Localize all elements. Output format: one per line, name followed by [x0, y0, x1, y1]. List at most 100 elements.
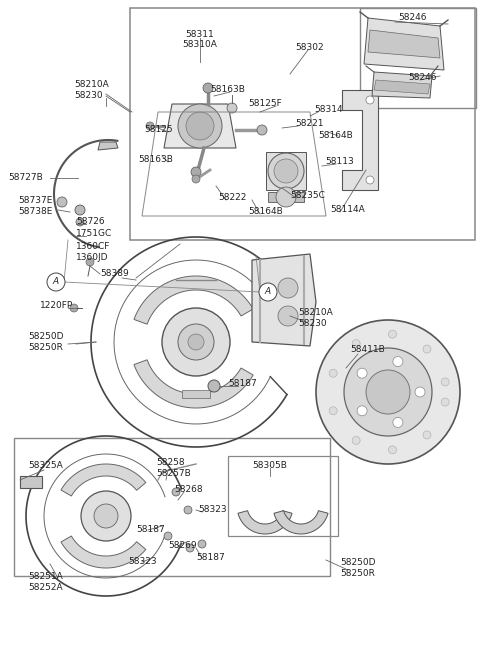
- Circle shape: [441, 378, 449, 386]
- Text: 1220FP: 1220FP: [40, 300, 73, 310]
- Circle shape: [86, 258, 94, 266]
- Circle shape: [366, 96, 374, 104]
- Polygon shape: [372, 72, 432, 98]
- Text: 58235C: 58235C: [290, 191, 325, 201]
- Text: 58164B: 58164B: [248, 207, 283, 217]
- Bar: [360, 8, 476, 108]
- Circle shape: [344, 348, 432, 436]
- Polygon shape: [364, 18, 444, 70]
- Circle shape: [227, 103, 237, 113]
- Polygon shape: [238, 510, 292, 534]
- Circle shape: [441, 398, 449, 406]
- Text: 58125: 58125: [144, 126, 173, 134]
- Bar: [20, 476, 42, 488]
- Text: 58114A: 58114A: [330, 205, 365, 215]
- Circle shape: [47, 273, 65, 291]
- Circle shape: [76, 218, 84, 226]
- Circle shape: [316, 320, 460, 464]
- Polygon shape: [61, 464, 146, 496]
- Circle shape: [162, 308, 230, 376]
- Text: 58187: 58187: [228, 379, 257, 389]
- Circle shape: [191, 167, 201, 177]
- Polygon shape: [164, 104, 236, 148]
- Polygon shape: [252, 254, 316, 346]
- Text: 58250D
58250R: 58250D 58250R: [28, 332, 63, 352]
- Polygon shape: [268, 192, 304, 202]
- Circle shape: [278, 306, 298, 326]
- Circle shape: [278, 278, 298, 298]
- Circle shape: [388, 330, 396, 338]
- Text: 58302: 58302: [295, 43, 324, 52]
- Circle shape: [423, 431, 431, 439]
- Text: 58727B: 58727B: [8, 173, 43, 183]
- Text: 58221: 58221: [295, 120, 324, 128]
- Text: 58113: 58113: [325, 157, 354, 167]
- Circle shape: [186, 544, 194, 552]
- Text: 58163B: 58163B: [210, 86, 245, 94]
- Circle shape: [352, 436, 360, 444]
- Circle shape: [186, 112, 214, 140]
- Text: 58187: 58187: [196, 553, 225, 563]
- Bar: [182, 390, 210, 398]
- Text: 58305B: 58305B: [252, 462, 288, 470]
- Circle shape: [178, 104, 222, 148]
- Circle shape: [276, 187, 296, 207]
- Polygon shape: [266, 152, 306, 190]
- Circle shape: [203, 83, 213, 93]
- Circle shape: [94, 504, 118, 528]
- Circle shape: [274, 159, 298, 183]
- Circle shape: [75, 205, 85, 215]
- Circle shape: [352, 340, 360, 347]
- Text: A: A: [265, 288, 271, 296]
- Polygon shape: [342, 90, 378, 190]
- Text: 58325A: 58325A: [28, 462, 63, 470]
- Text: 58210A
58230: 58210A 58230: [74, 80, 109, 100]
- Polygon shape: [274, 510, 328, 534]
- Polygon shape: [134, 276, 253, 324]
- Circle shape: [259, 283, 277, 301]
- Circle shape: [172, 488, 180, 496]
- Text: 58314: 58314: [314, 106, 343, 114]
- Bar: [130, 8, 475, 240]
- Circle shape: [57, 197, 67, 207]
- Text: 58246: 58246: [398, 13, 427, 23]
- Text: 58311
58310A: 58311 58310A: [182, 30, 217, 50]
- Circle shape: [268, 153, 304, 189]
- Circle shape: [198, 540, 206, 548]
- Circle shape: [188, 334, 204, 350]
- Circle shape: [81, 491, 131, 541]
- Text: 58251A
58252A: 58251A 58252A: [28, 572, 63, 591]
- Text: 58323: 58323: [128, 557, 156, 567]
- Polygon shape: [368, 30, 440, 58]
- Text: 58737E
58738E: 58737E 58738E: [18, 196, 52, 215]
- Text: 58268: 58268: [174, 486, 203, 494]
- Circle shape: [388, 446, 396, 454]
- Bar: [14, 438, 330, 576]
- Text: 58246: 58246: [408, 74, 436, 82]
- Circle shape: [146, 122, 154, 130]
- Circle shape: [329, 407, 337, 415]
- Circle shape: [423, 345, 431, 353]
- Text: 58269: 58269: [168, 541, 197, 551]
- Circle shape: [184, 506, 192, 514]
- Polygon shape: [98, 142, 118, 150]
- Text: 58222: 58222: [218, 193, 246, 203]
- Bar: [228, 456, 338, 536]
- Text: 58187: 58187: [136, 526, 165, 535]
- Circle shape: [70, 304, 78, 312]
- Polygon shape: [134, 360, 253, 408]
- Polygon shape: [61, 536, 146, 568]
- Text: 58411B: 58411B: [350, 345, 385, 355]
- Text: 58164B: 58164B: [318, 132, 353, 140]
- Circle shape: [164, 532, 172, 540]
- Circle shape: [366, 176, 374, 184]
- Text: 58250D
58250R: 58250D 58250R: [340, 559, 375, 578]
- Text: 1360CF
1360JD: 1360CF 1360JD: [76, 242, 110, 262]
- Text: 58125F: 58125F: [248, 100, 282, 108]
- Text: 58726: 58726: [76, 217, 105, 227]
- Text: A: A: [53, 278, 59, 286]
- Circle shape: [366, 370, 410, 414]
- Circle shape: [415, 387, 425, 397]
- Circle shape: [208, 380, 220, 392]
- Text: 1751GC: 1751GC: [76, 229, 112, 239]
